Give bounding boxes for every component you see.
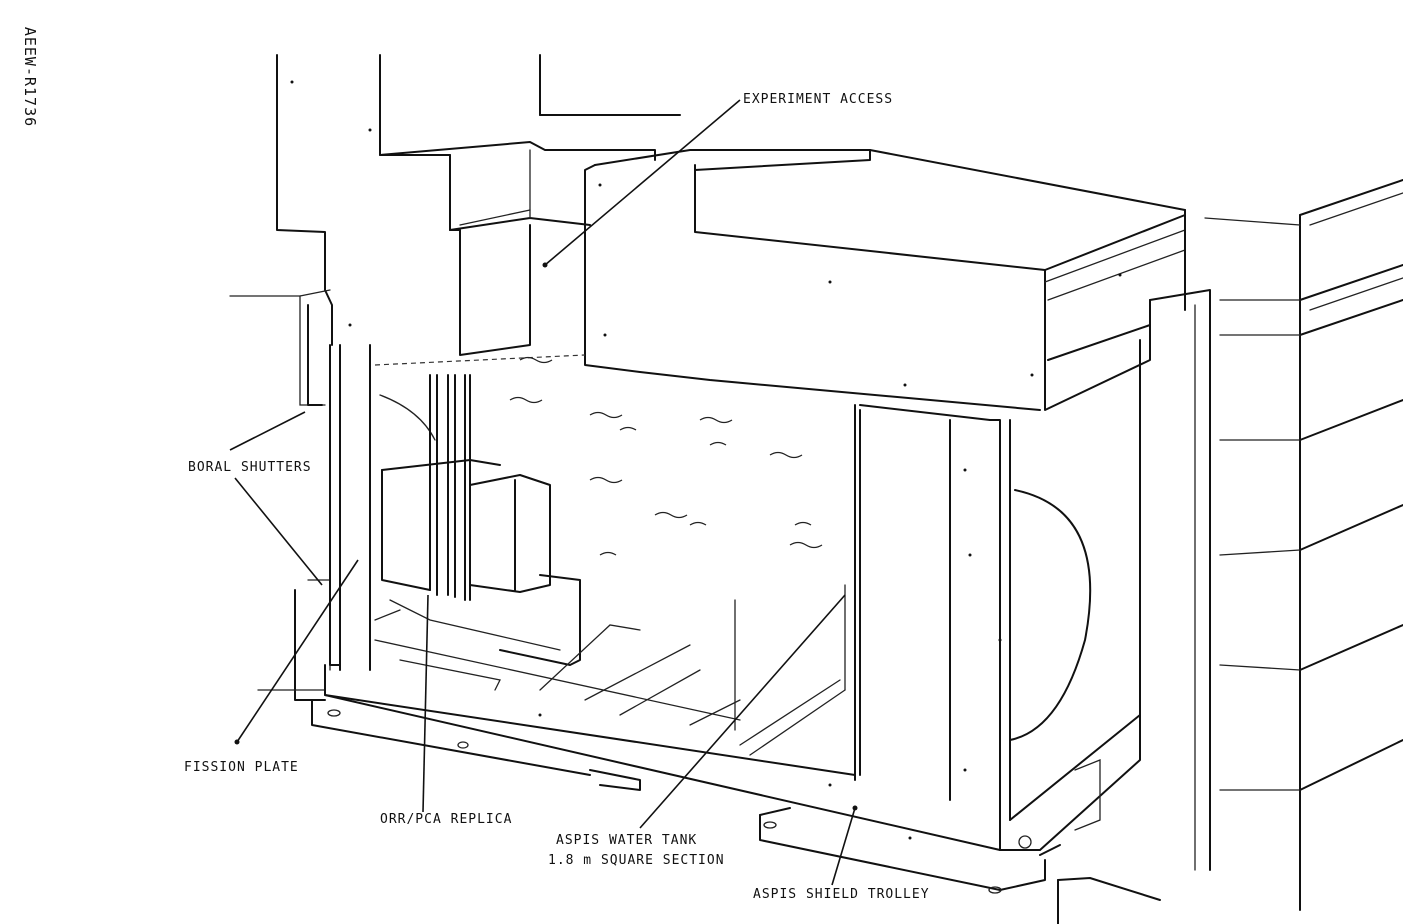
- water-waves: [509, 356, 823, 556]
- tank-window: [379, 394, 1092, 741]
- leader-orr-pca-replica: [422, 594, 429, 813]
- leader-lines: [229, 99, 858, 886]
- leader-experiment-access: [544, 99, 741, 266]
- right-shield-blocks: [1204, 179, 1403, 911]
- experiment-access-block: [379, 54, 681, 356]
- label-fission-plate: FISSION PLATE: [184, 760, 299, 775]
- water-tank: [324, 289, 1211, 871]
- replica-assembly: [374, 374, 581, 666]
- leader-aspis-water-tank: [639, 594, 846, 829]
- trolley-base: [311, 699, 1161, 924]
- tank-lid: [584, 149, 1186, 411]
- leader-aspis-shield-trolley: [831, 807, 856, 886]
- tank-floor: [374, 584, 846, 756]
- leader-fission-plate: [236, 559, 359, 743]
- speckles: [290, 80, 1122, 840]
- label-aspis-shield-trolley: ASPIS SHIELD TROLLEY: [753, 887, 930, 902]
- label-aspis-water-tank: ASPIS WATER TANK: [556, 833, 698, 848]
- left-shield-block: [229, 54, 333, 701]
- leader-boral-shutters-lower: [234, 477, 323, 586]
- leader-boral-shutters-upper: [229, 411, 306, 451]
- label-tank-section: 1.8 m SQUARE SECTION: [548, 853, 725, 868]
- label-orr-pca-replica: ORR/PCA REPLICA: [380, 812, 513, 827]
- label-experiment-access: EXPERIMENT ACCESS: [743, 92, 894, 107]
- label-boral-shutters: BORAL SHUTTERS: [188, 460, 312, 475]
